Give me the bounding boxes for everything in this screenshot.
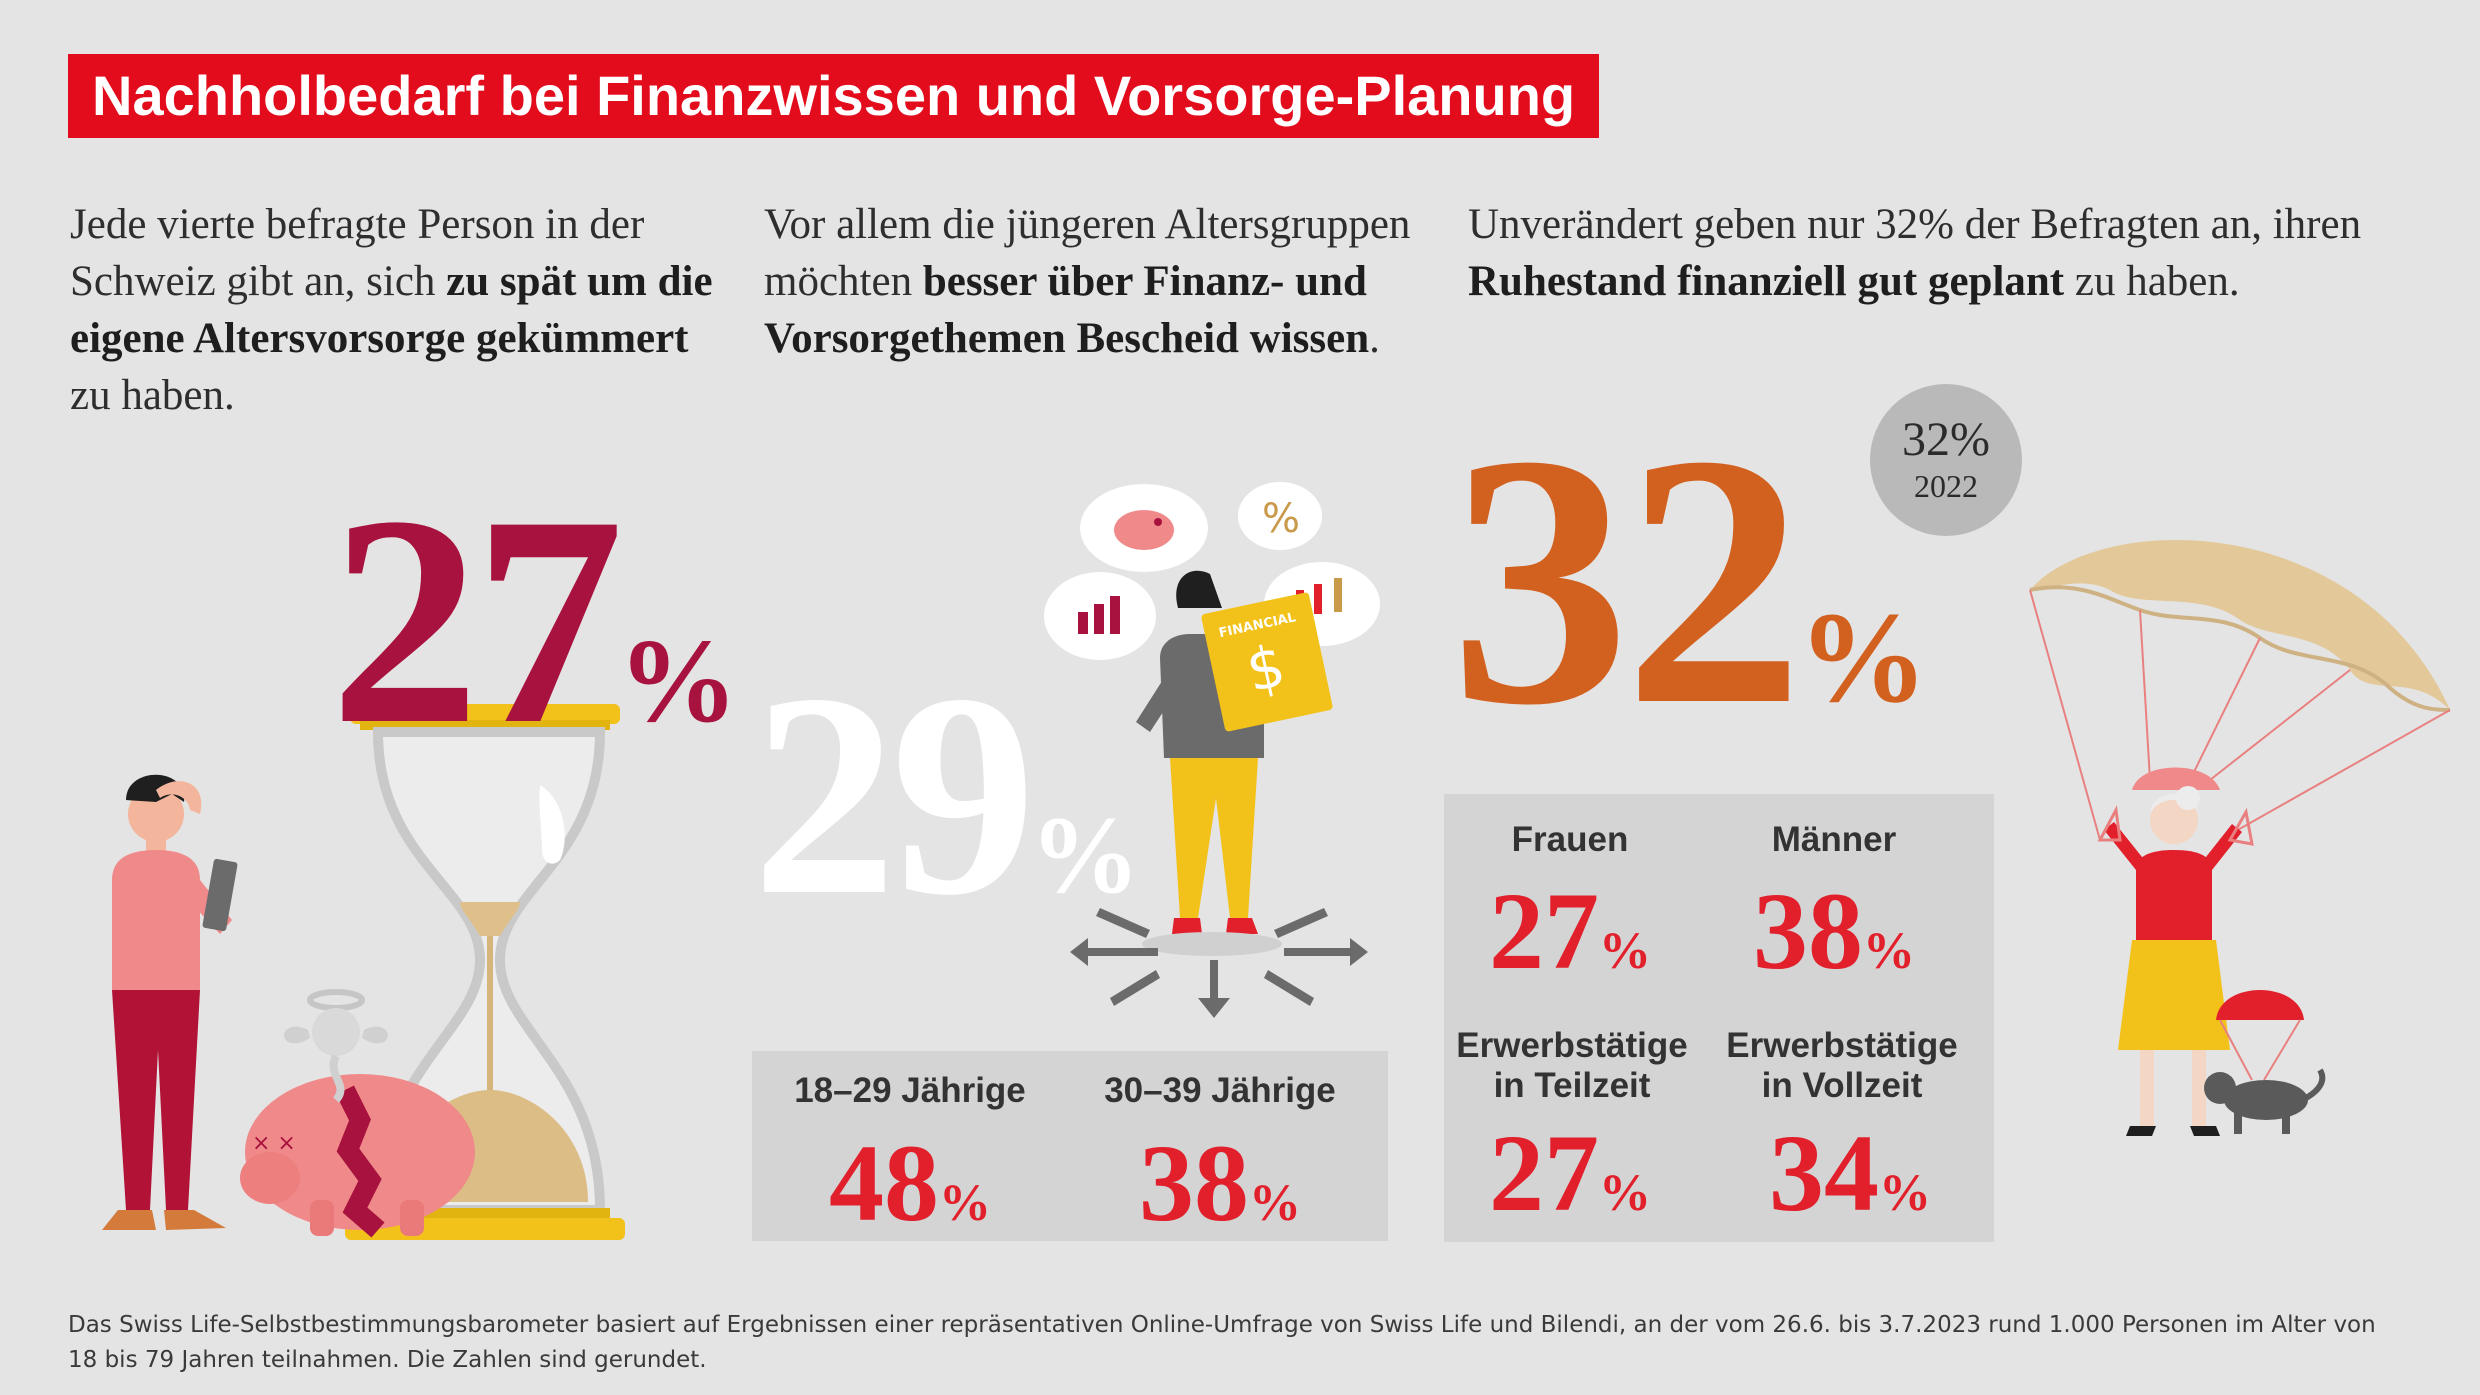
group-value-vollzeit: 34%: [1720, 1118, 1980, 1228]
percent-sign: %: [1798, 586, 1928, 730]
value-number: 48: [829, 1122, 939, 1244]
percent-sign: %: [1030, 794, 1140, 916]
value-number: 27: [1489, 870, 1599, 992]
percent-sign: %: [618, 614, 738, 747]
group-label-teilzeit: Erwerbstätige in Teilzeit: [1456, 1026, 1688, 1105]
page-title: Nachholbedarf bei Finanzwissen und Vorso…: [68, 54, 1600, 138]
intro-text-col3: Unverändert geben nur 32% der Befragten …: [1468, 196, 2408, 310]
svg-text:%: %: [1262, 496, 1300, 542]
big-percent-29: 29%: [752, 650, 1140, 940]
intro-text-col2: Vor allem die jüngeren Alters­gruppen mö…: [764, 196, 1424, 367]
value-number: 38: [1139, 1122, 1249, 1244]
group-value-30-39: 38%: [1070, 1128, 1370, 1238]
intro-text-part: Jede vierte befragte Person in der Schwe…: [70, 201, 645, 305]
footer-note: Das Swiss Life-Selbstbestimmungsbaromete…: [68, 1312, 2376, 1373]
intro-text-bold: besser über Finanz- und Vorsorgethemen B…: [764, 258, 1370, 362]
big-number: 32: [1450, 380, 1804, 779]
previous-year-badge: 32% 2022: [1870, 384, 2022, 536]
intro-text-part: zu haben.: [70, 372, 235, 419]
value-number: 27: [1489, 1112, 1599, 1234]
badge-value: 32%: [1902, 413, 1990, 466]
group-value-frauen: 27%: [1440, 876, 1700, 986]
value-unit: %: [939, 1175, 991, 1232]
group-label-frauen: Frauen: [1511, 820, 1629, 859]
group-label-18-29: 18–29 Jährige: [794, 1071, 1026, 1110]
value-number: 34: [1769, 1112, 1879, 1234]
value-unit: %: [1599, 1165, 1651, 1222]
group-value-teilzeit: 27%: [1440, 1118, 1700, 1228]
big-number: 27: [330, 454, 624, 786]
group-label-30-39: 30–39 Jährige: [1104, 1071, 1336, 1110]
intro-text-bold: zu spät um die eigene Alters­vorsorge ge…: [70, 258, 713, 362]
group-value-maenner: 38%: [1704, 876, 1964, 986]
big-percent-27: 27%: [330, 470, 738, 770]
parachute-woman-illustration: [2029, 540, 2451, 1136]
age-groups-box: [752, 1051, 1388, 1241]
svg-text:× ×: × ×: [252, 1131, 296, 1156]
value-number: 38: [1753, 870, 1863, 992]
intro-text-part: Unverändert geben nur 32% der Befragten …: [1468, 201, 2362, 248]
intro-text-part: Vor allem die jüngeren Alters­gruppen mö…: [764, 201, 1411, 305]
value-unit: %: [1863, 923, 1915, 980]
group-value-18-29: 48%: [760, 1128, 1060, 1238]
value-unit: %: [1879, 1165, 1931, 1222]
value-unit: %: [1249, 1175, 1301, 1232]
big-number: 29: [752, 634, 1036, 955]
value-unit: %: [1599, 923, 1651, 980]
intro-text-part: zu haben.: [2064, 258, 2240, 305]
intro-text-bold: Ruhestand finanziell gut geplant: [1468, 258, 2065, 305]
demographics-box: [1444, 794, 1994, 1242]
group-label-maenner: Männer: [1771, 820, 1897, 859]
badge-year: 2022: [1914, 468, 1978, 504]
hourglass-illustration: × ×: [102, 704, 625, 1240]
big-percent-32: 32%: [1450, 400, 1928, 760]
intro-text-col1: Jede vierte befragte Person in der Schwe…: [70, 196, 730, 424]
group-label-vollzeit: Erwerbstätige in Vollzeit: [1726, 1026, 1958, 1105]
intro-text-part: .: [1369, 315, 1380, 362]
person-with-book-illustration: % FINANCIAL $: [1044, 482, 1380, 1018]
